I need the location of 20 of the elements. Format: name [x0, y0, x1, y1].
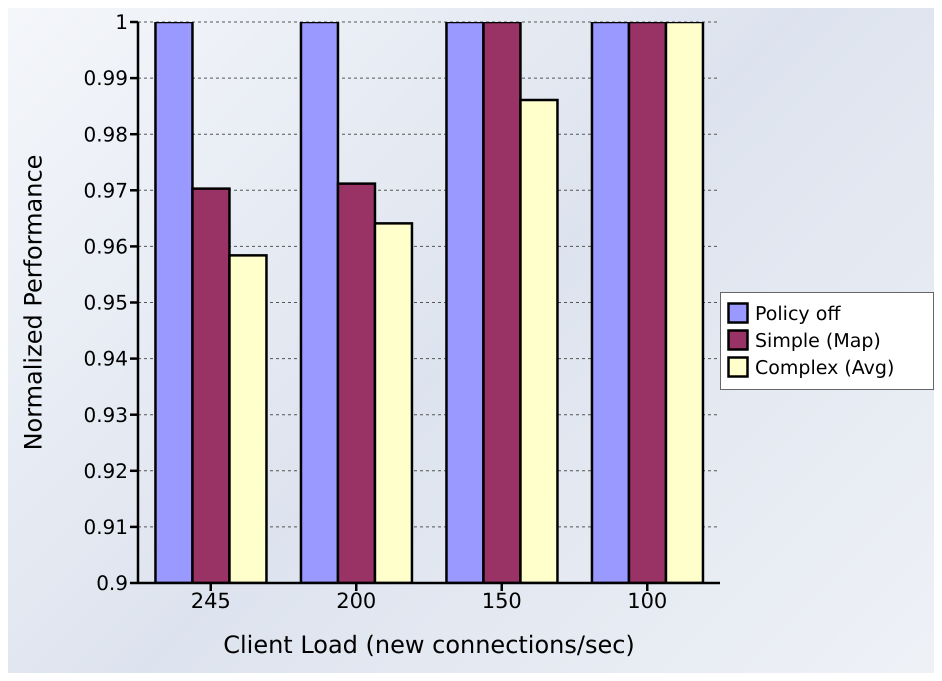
- y-tick-label: 0.95: [83, 290, 128, 315]
- y-tick-label: 0.94: [83, 346, 128, 371]
- legend-label: Simple (Map): [755, 328, 881, 352]
- y-tick-label: 0.91: [83, 515, 128, 539]
- y-tick-label: 0.92: [83, 458, 128, 483]
- y-tick-label: 0.96: [83, 234, 128, 258]
- legend-label: Complex (Avg): [755, 356, 894, 380]
- y-axis-title: Normalized Performance: [20, 154, 48, 450]
- x-tick-label: 245: [190, 588, 231, 613]
- y-tick-label: 0.98: [83, 122, 128, 146]
- y-tick-label: 0.93: [83, 402, 128, 427]
- x-tick-label: 200: [336, 588, 376, 613]
- x-tick-label: 100: [627, 588, 668, 613]
- y-tick-label: 0.97: [83, 178, 128, 202]
- x-axis-title: Client Load (new connections/sec): [223, 631, 635, 659]
- y-tick-label: 0.99: [83, 66, 128, 90]
- y-tick-label: 0.9: [96, 571, 128, 596]
- legend-label: Policy off: [755, 302, 840, 326]
- x-tick-label: 150: [482, 588, 522, 613]
- y-tick-label: 1: [115, 10, 128, 34]
